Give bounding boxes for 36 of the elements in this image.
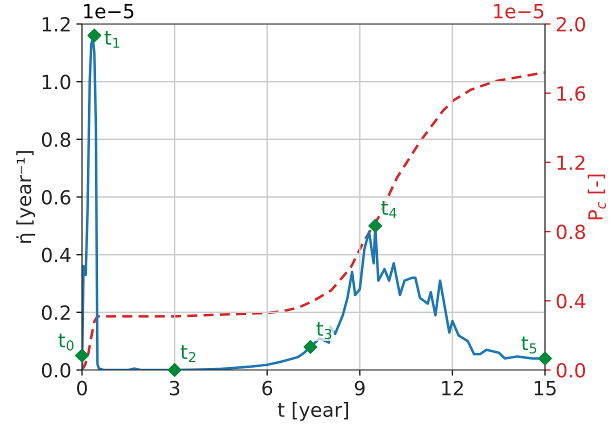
x-axis-title: t [year] [278, 402, 348, 421]
x-tick-label: 9 [354, 380, 365, 396]
point [538, 352, 552, 366]
x-tick-label: 6 [262, 380, 272, 396]
y2-tick-label: 0.8 [556, 224, 586, 240]
point [87, 28, 102, 42]
annotation: t$_{3}$ [316, 322, 332, 340]
y2-tick-label: 1.6 [558, 86, 586, 101]
y-tick-label: 0.8 [42, 132, 70, 147]
annotation: t$_{2}$ [180, 345, 196, 362]
y-tick-label: 0.4 [42, 248, 70, 262]
y2-tick-label: 0.4 [556, 294, 586, 308]
x-tick-label: 15 [534, 381, 556, 396]
y2-tick-label: 0.0 [556, 362, 586, 378]
y2-tick-label: 2.0 [556, 16, 586, 32]
point [368, 218, 382, 233]
y-axis-title: η̇ [year⁻¹] [16, 151, 36, 243]
y-tick-label: 1.0 [42, 74, 70, 90]
y-tick-label: 0.0 [42, 362, 70, 378]
x-tick-label: 12 [442, 380, 463, 396]
annotation: t$_{0}$ [58, 334, 74, 351]
annotation: t$_{4}$ [381, 201, 396, 218]
y-tick-label: 0.2 [42, 305, 70, 320]
text: 1e−5 [84, 4, 134, 19]
point [304, 340, 318, 354]
y-tick-label: 1.2 [42, 16, 70, 32]
y2-axis-title: P$_{c}$ [-] [588, 174, 606, 220]
text: 1e−5 [494, 4, 544, 19]
y-tick-label: 0.6 [42, 190, 70, 205]
point [75, 348, 89, 362]
annotation: t$_{5}$ [521, 336, 536, 354]
x-tick-label: 0 [77, 380, 87, 396]
y2-tick-label: 1.2 [558, 155, 584, 170]
x-tick-label: 3 [170, 380, 180, 396]
annotation: t$_{1}$ [104, 30, 120, 48]
point [168, 363, 182, 377]
